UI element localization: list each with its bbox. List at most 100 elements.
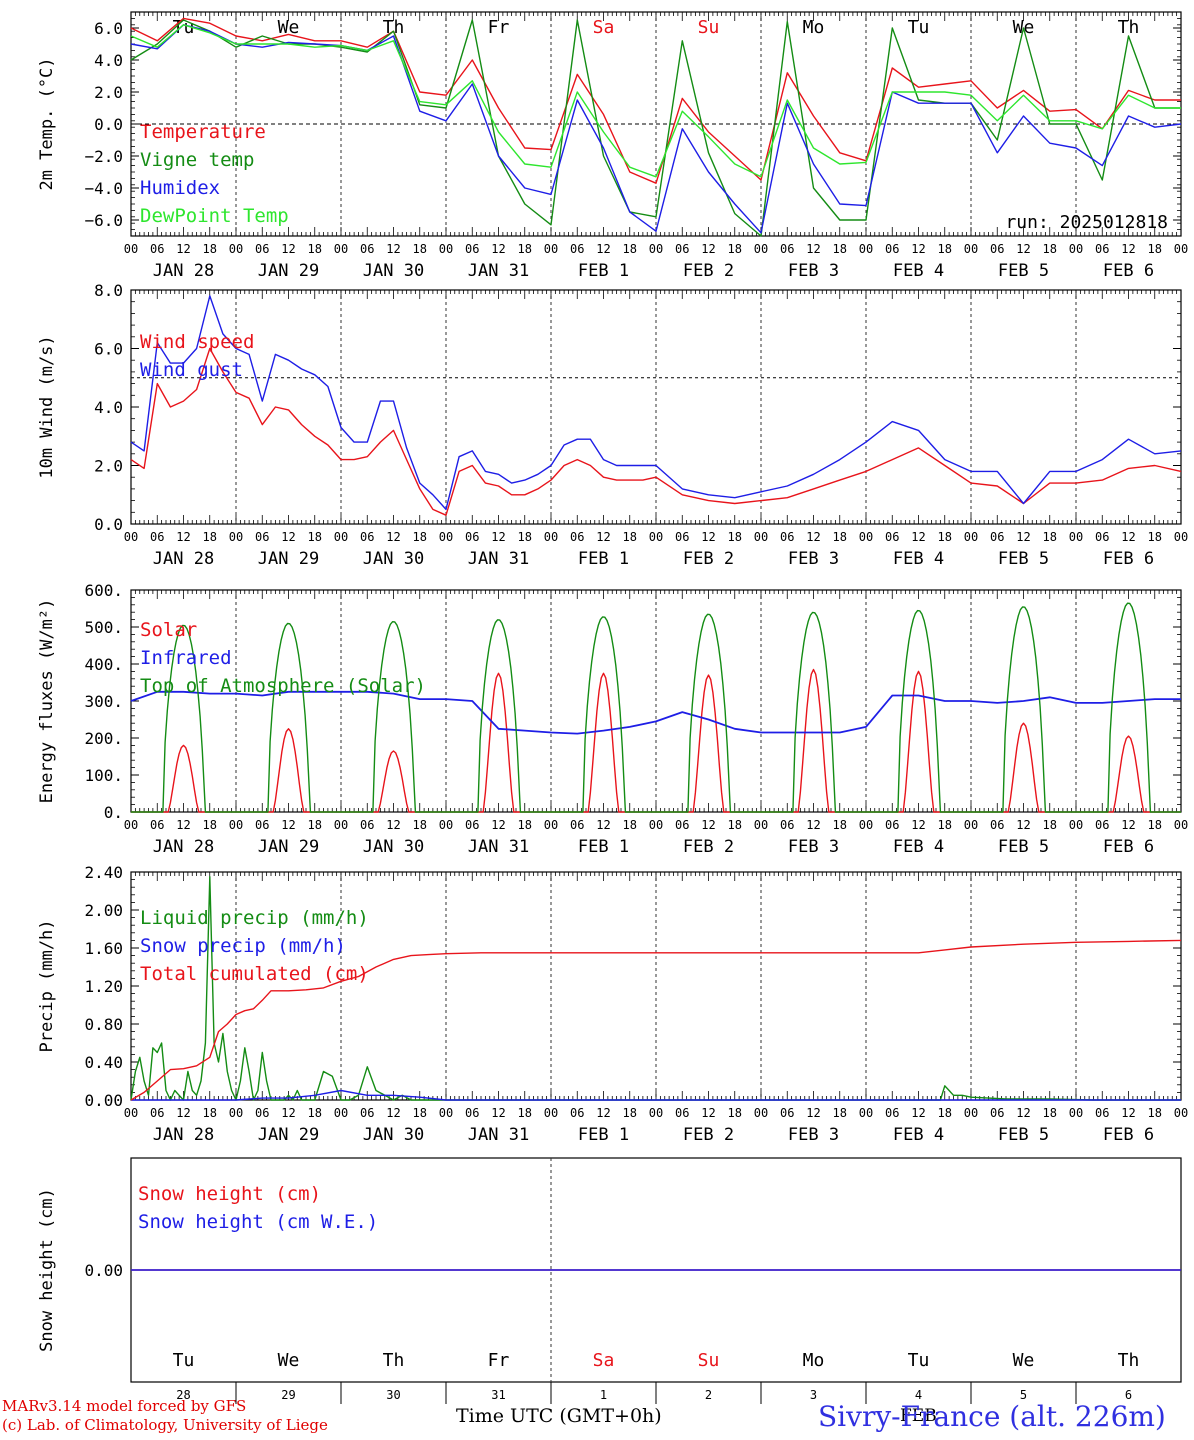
hour-tick-label: 12 <box>596 530 610 544</box>
hour-tick-label: 18 <box>728 530 742 544</box>
hour-tick-label: 06 <box>150 818 164 832</box>
hour-tick-label: 06 <box>570 242 584 256</box>
series-line-wind-speed <box>130 347 1182 516</box>
legend-entry: Wind gust <box>140 359 243 381</box>
day-number-label: 29 <box>281 1388 295 1402</box>
date-label: JAN 31 <box>468 549 529 569</box>
hour-tick-label: 18 <box>308 1106 322 1120</box>
hour-tick-label: 12 <box>176 242 190 256</box>
hour-tick-label: 12 <box>701 1106 715 1120</box>
date-label: FEB 5 <box>998 261 1049 281</box>
hour-tick-label: 00 <box>754 242 768 256</box>
hour-tick-label: 18 <box>938 1106 952 1120</box>
y-tick-label: 6.0 <box>94 19 123 38</box>
date-label: FEB 3 <box>788 1125 839 1145</box>
hour-tick-label: 06 <box>990 1106 1004 1120</box>
hour-tick-label: 12 <box>806 242 820 256</box>
day-number-label: 3 <box>810 1388 817 1402</box>
legend-entry: Top of Atmosphere (Solar) <box>140 675 426 697</box>
y-tick-label: −6.0 <box>84 211 123 230</box>
panel-4: 0.00 Snow height (cm) Snow height (cm) Snow… <box>37 1157 1182 1404</box>
hour-tick-label: 00 <box>439 1106 453 1120</box>
hour-tick-label: 06 <box>990 818 1004 832</box>
hour-tick-label: 18 <box>308 242 322 256</box>
hour-tick-label: 00 <box>124 530 138 544</box>
hour-tick-label: 18 <box>518 818 532 832</box>
hour-tick-label: 00 <box>1069 242 1083 256</box>
date-label: FEB 1 <box>578 1125 629 1145</box>
hour-tick-label: 12 <box>386 1106 400 1120</box>
hour-tick-label: 12 <box>1121 530 1135 544</box>
day-number-label: 2 <box>705 1388 712 1402</box>
hour-tick-label: 06 <box>570 530 584 544</box>
hour-tick-label: 18 <box>1043 530 1057 544</box>
hour-tick-label: 12 <box>701 242 715 256</box>
hour-tick-label: 06 <box>885 818 899 832</box>
legend-entry: Vigne temp <box>140 149 254 171</box>
hour-tick-label: 06 <box>570 818 584 832</box>
hour-tick-label: 18 <box>728 1106 742 1120</box>
date-label: FEB 5 <box>998 549 1049 569</box>
y-tick-label: 300. <box>84 692 123 711</box>
hour-tick-label: 00 <box>1069 818 1083 832</box>
legend-entry: Humidex <box>140 177 220 199</box>
date-label: FEB 4 <box>893 261 944 281</box>
month-label: FEB <box>900 1406 937 1426</box>
weekday-label: Mo <box>803 1350 825 1371</box>
day-number-label: 6 <box>1125 1388 1132 1402</box>
weekday-label: Mo <box>803 17 825 38</box>
hour-tick-label: 18 <box>308 530 322 544</box>
date-label: FEB 3 <box>788 549 839 569</box>
hour-tick-label: 06 <box>675 818 689 832</box>
y-tick-label: 1.20 <box>84 977 123 996</box>
weekday-label: Th <box>1118 17 1140 38</box>
hour-tick-label: 18 <box>1148 1106 1162 1120</box>
weekday-label: Fr <box>488 1350 510 1371</box>
date-label: JAN 30 <box>363 261 424 281</box>
hour-tick-label: 18 <box>413 1106 427 1120</box>
hour-tick-label: 18 <box>413 242 427 256</box>
hour-tick-label: 12 <box>701 818 715 832</box>
weekday-label: Su <box>698 17 720 38</box>
hour-tick-label: 12 <box>491 530 505 544</box>
hour-tick-label: 06 <box>1095 818 1109 832</box>
hour-tick-label: 00 <box>859 530 873 544</box>
weekday-label: Th <box>383 1350 405 1371</box>
hour-tick-label: 12 <box>176 1106 190 1120</box>
hour-tick-label: 18 <box>728 818 742 832</box>
day-number-label: 1 <box>600 1388 607 1402</box>
y-tick-label: 2.0 <box>94 83 123 102</box>
hour-tick-label: 18 <box>203 1106 217 1120</box>
hour-tick-label: 06 <box>675 242 689 256</box>
legend-entry: DewPoint Temp <box>140 205 289 227</box>
y-tick-label: 0.00 <box>84 1261 123 1280</box>
hour-tick-label: 00 <box>649 1106 663 1120</box>
hour-tick-label: 12 <box>911 818 925 832</box>
date-label: FEB 2 <box>683 837 734 857</box>
hour-tick-label: 18 <box>833 242 847 256</box>
y-tick-label: 600. <box>84 581 123 600</box>
hour-tick-label: 06 <box>675 1106 689 1120</box>
hour-tick-label: 12 <box>1016 242 1030 256</box>
y-tick-label: 0.80 <box>84 1015 123 1034</box>
hour-tick-label: 18 <box>1043 242 1057 256</box>
hour-tick-label: 12 <box>1121 818 1135 832</box>
hour-tick-label: 06 <box>150 1106 164 1120</box>
hour-tick-label: 00 <box>334 530 348 544</box>
weekday-label: Fr <box>488 17 510 38</box>
hour-tick-label: 12 <box>806 530 820 544</box>
y-tick-label: 100. <box>84 766 123 785</box>
hour-tick-label: 12 <box>911 530 925 544</box>
y-tick-label: 0. <box>104 803 123 822</box>
hour-tick-label: 00 <box>649 530 663 544</box>
date-label: FEB 4 <box>893 1125 944 1145</box>
weekday-label: Tu <box>908 1350 930 1371</box>
hour-tick-label: 00 <box>964 242 978 256</box>
date-label: FEB 5 <box>998 837 1049 857</box>
hour-tick-label: 12 <box>1016 818 1030 832</box>
hour-tick-label: 12 <box>1121 242 1135 256</box>
hour-tick-label: 06 <box>255 242 269 256</box>
run-annotation: run: 2025012818 <box>1005 212 1168 233</box>
hour-tick-label: 06 <box>255 818 269 832</box>
